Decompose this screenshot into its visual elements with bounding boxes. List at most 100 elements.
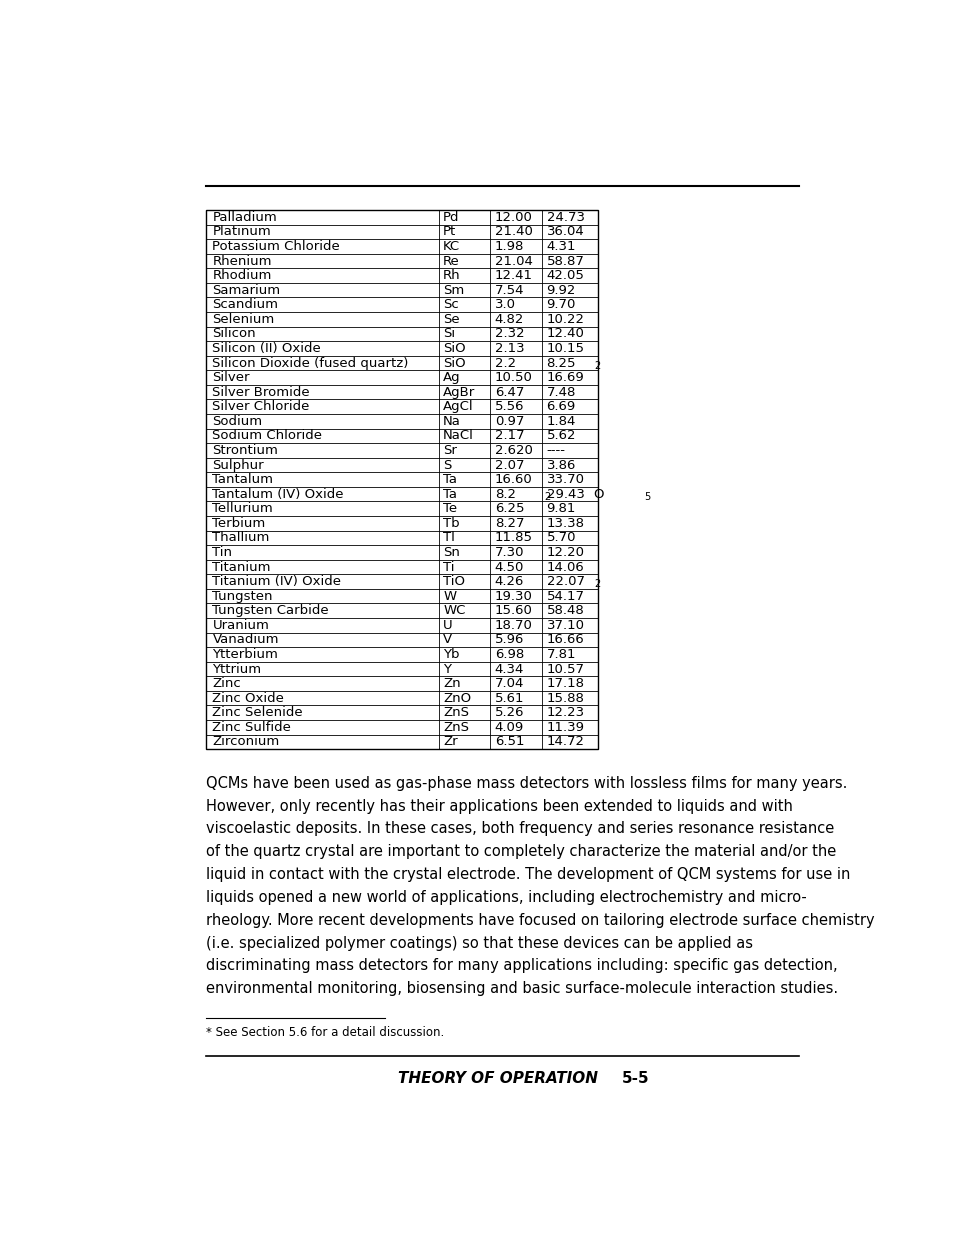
Text: 16.60: 16.60 — [495, 473, 532, 487]
Text: 14.06: 14.06 — [546, 561, 584, 573]
Text: 7.54: 7.54 — [495, 284, 524, 296]
Text: 14.72: 14.72 — [546, 735, 584, 748]
Text: AgBr: AgBr — [442, 385, 475, 399]
Text: Rh: Rh — [442, 269, 460, 282]
Text: * See Section 5.6 for a detail discussion.: * See Section 5.6 for a detail discussio… — [206, 1026, 444, 1039]
Text: environmental monitoring, biosensing and basic surface-molecule interaction stud: environmental monitoring, biosensing and… — [206, 982, 838, 997]
Text: 6.98: 6.98 — [495, 648, 523, 661]
Text: Sr: Sr — [442, 443, 456, 457]
Text: Sn: Sn — [442, 546, 459, 559]
Text: 12.41: 12.41 — [495, 269, 533, 282]
Text: 21.04: 21.04 — [495, 254, 532, 268]
Text: Scandium: Scandium — [213, 298, 278, 311]
Text: liquids opened a new world of applications, including electrochemistry and micro: liquids opened a new world of applicatio… — [206, 890, 806, 905]
Text: 11.85: 11.85 — [495, 531, 533, 545]
Text: Sodium Chloride: Sodium Chloride — [213, 430, 322, 442]
Text: Silver Bromide: Silver Bromide — [213, 385, 310, 399]
Text: 58.48: 58.48 — [546, 604, 584, 618]
Text: Sm: Sm — [442, 284, 464, 296]
Text: Sulphur: Sulphur — [213, 458, 264, 472]
Text: 2.620: 2.620 — [495, 443, 532, 457]
Text: 42.05: 42.05 — [546, 269, 584, 282]
Text: 5.70: 5.70 — [546, 531, 576, 545]
Text: Zr: Zr — [442, 735, 457, 748]
Text: 9.70: 9.70 — [546, 298, 576, 311]
Text: 29.43: 29.43 — [546, 488, 584, 500]
Text: 9.92: 9.92 — [546, 284, 576, 296]
Text: Silicon (II) Oxide: Silicon (II) Oxide — [213, 342, 321, 354]
Text: 10.22: 10.22 — [546, 312, 584, 326]
Text: 2: 2 — [543, 492, 550, 501]
Text: 3.0: 3.0 — [495, 298, 516, 311]
Text: Terbium: Terbium — [213, 516, 265, 530]
Text: of the quartz crystal are important to completely characterize the material and/: of the quartz crystal are important to c… — [206, 845, 836, 860]
Text: Tellurium: Tellurium — [213, 503, 273, 515]
Text: 54.17: 54.17 — [546, 589, 584, 603]
Text: Tungsten: Tungsten — [213, 589, 273, 603]
Text: Zinc: Zinc — [213, 677, 241, 690]
Text: 7.81: 7.81 — [546, 648, 576, 661]
Text: 5.26: 5.26 — [495, 706, 524, 719]
Text: 9.81: 9.81 — [546, 503, 576, 515]
Text: Zn: Zn — [442, 677, 460, 690]
Text: 6.25: 6.25 — [495, 503, 524, 515]
Text: 4.26: 4.26 — [495, 576, 523, 588]
Text: SiO: SiO — [442, 342, 465, 354]
Text: 7.30: 7.30 — [495, 546, 524, 559]
Text: Silver Chloride: Silver Chloride — [213, 400, 310, 414]
Text: ZnS: ZnS — [442, 721, 469, 734]
Text: 5.96: 5.96 — [495, 634, 523, 646]
Text: viscoelastic deposits. In these cases, both frequency and series resonance resis: viscoelastic deposits. In these cases, b… — [206, 821, 834, 836]
Text: Samarium: Samarium — [213, 284, 280, 296]
Text: 17.18: 17.18 — [546, 677, 584, 690]
Text: 2: 2 — [594, 361, 600, 370]
Text: rheology. More recent developments have focused on tailoring electrode surface c: rheology. More recent developments have … — [206, 913, 874, 927]
Text: 37.10: 37.10 — [546, 619, 584, 632]
Text: 22.07: 22.07 — [546, 576, 584, 588]
Text: O: O — [593, 488, 603, 500]
Text: 7.48: 7.48 — [546, 385, 576, 399]
Text: Titanium: Titanium — [213, 561, 271, 573]
Text: discriminating mass detectors for many applications including: specific gas dete: discriminating mass detectors for many a… — [206, 958, 838, 973]
Text: Ti: Ti — [442, 561, 455, 573]
Text: Sc: Sc — [442, 298, 458, 311]
Text: 19.30: 19.30 — [495, 589, 532, 603]
Text: 4.50: 4.50 — [495, 561, 523, 573]
Text: 2.17: 2.17 — [495, 430, 524, 442]
Text: Ta: Ta — [442, 473, 456, 487]
Text: Silver: Silver — [213, 370, 250, 384]
Text: ZnO: ZnO — [442, 692, 471, 705]
Bar — [206, 210, 598, 750]
Text: KC: KC — [442, 240, 459, 253]
Text: ZnS: ZnS — [442, 706, 469, 719]
Text: W: W — [442, 589, 456, 603]
Text: SiO: SiO — [442, 357, 465, 369]
Text: 36.04: 36.04 — [546, 225, 584, 238]
Text: AgCl: AgCl — [442, 400, 474, 414]
Text: 10.50: 10.50 — [495, 370, 532, 384]
Text: 4.82: 4.82 — [495, 312, 523, 326]
Text: 33.70: 33.70 — [546, 473, 584, 487]
Text: V: V — [442, 634, 452, 646]
Text: 2.2: 2.2 — [495, 357, 516, 369]
Text: Vanadium: Vanadium — [213, 634, 278, 646]
Text: THEORY OF OPERATION: THEORY OF OPERATION — [398, 1071, 598, 1086]
Text: (i.e. specialized polymer coatings) so that these devices can be applied as: (i.e. specialized polymer coatings) so t… — [206, 936, 753, 951]
Text: Tantalum: Tantalum — [213, 473, 274, 487]
Text: Re: Re — [442, 254, 459, 268]
Text: 24.73: 24.73 — [546, 211, 584, 224]
Text: Rhodium: Rhodium — [213, 269, 272, 282]
Text: 16.69: 16.69 — [546, 370, 584, 384]
Text: 5.56: 5.56 — [495, 400, 524, 414]
Text: Potassium Chloride: Potassium Chloride — [213, 240, 340, 253]
Text: 58.87: 58.87 — [546, 254, 584, 268]
Text: 15.88: 15.88 — [546, 692, 584, 705]
Text: Pd: Pd — [442, 211, 459, 224]
Text: 0.97: 0.97 — [495, 415, 523, 427]
Text: 4.09: 4.09 — [495, 721, 523, 734]
Text: Si: Si — [442, 327, 455, 341]
Text: 8.27: 8.27 — [495, 516, 524, 530]
Text: Zinc Sulfide: Zinc Sulfide — [213, 721, 291, 734]
Text: 18.70: 18.70 — [495, 619, 532, 632]
Text: Sodium: Sodium — [213, 415, 262, 427]
